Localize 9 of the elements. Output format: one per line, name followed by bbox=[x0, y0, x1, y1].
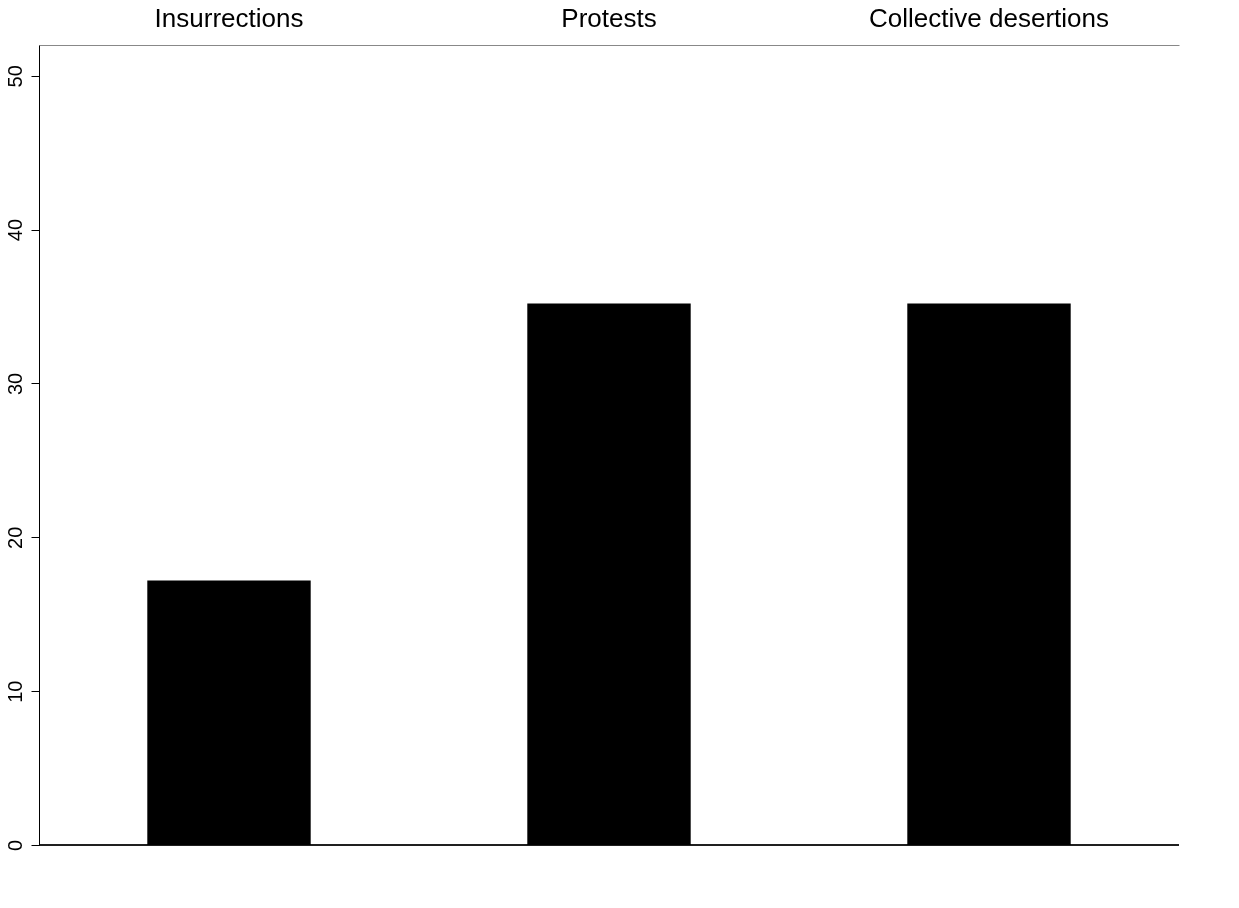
y-tick-label: 10 bbox=[3, 680, 26, 703]
y-tick-label: 30 bbox=[3, 372, 26, 396]
y-tick-label: 0 bbox=[3, 839, 26, 852]
x-tick-label: Collective desertions bbox=[869, 2, 1109, 33]
y-tick-label: 20 bbox=[3, 526, 26, 549]
y-tick-label: 50 bbox=[3, 65, 26, 88]
x-tick-label: Insurrections bbox=[154, 2, 304, 33]
x-tick-label: Protests bbox=[561, 2, 657, 33]
y-tick-label: 40 bbox=[3, 218, 26, 242]
